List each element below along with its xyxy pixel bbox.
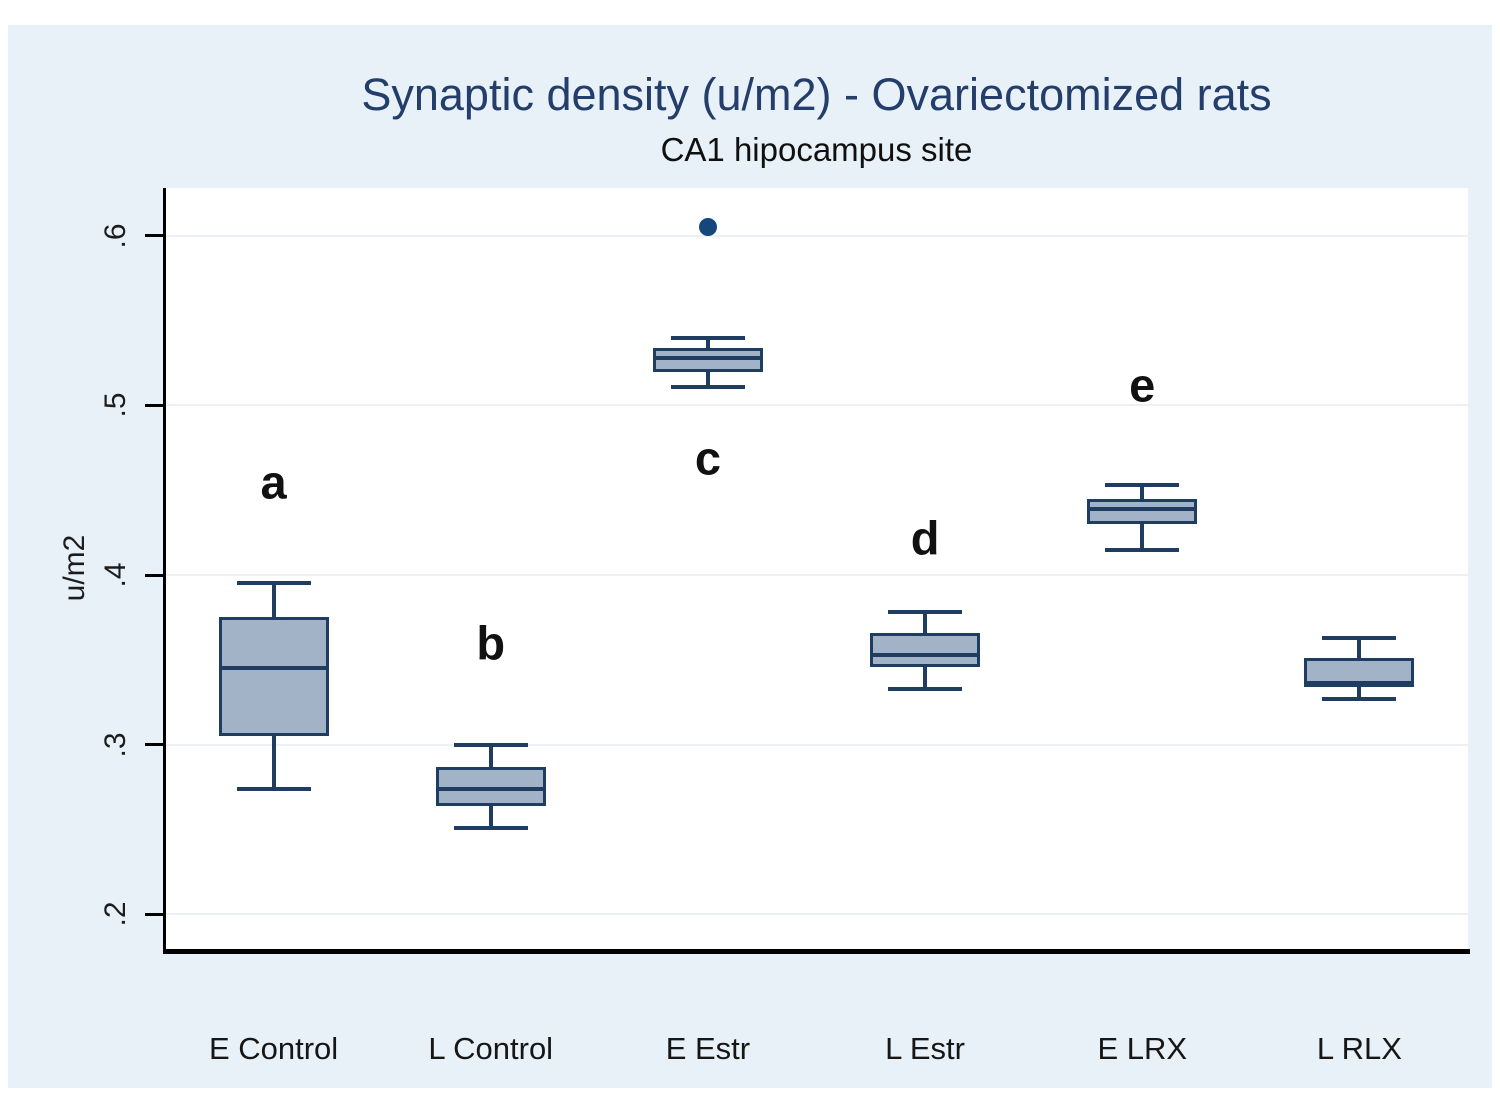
whisker-cap-bottom (670, 384, 745, 389)
whisker-cap-top (888, 610, 963, 615)
significance-letter: d (910, 511, 940, 565)
y-tick-label: .4 (99, 562, 132, 588)
whisker-cap-top (453, 742, 528, 747)
iqr-box (1087, 498, 1198, 525)
y-tick-mark (145, 234, 165, 238)
y-gridline (165, 404, 1468, 407)
whisker-cap-bottom (1105, 547, 1180, 552)
x-category-label: E Control (208, 1031, 339, 1066)
whisker-stem-bottom (1140, 524, 1145, 550)
chart-subtitle: CA1 hipocampus site (660, 131, 973, 168)
whisker-stem-top (1140, 485, 1145, 499)
y-tick-mark (145, 743, 165, 746)
whisker-cap-top (1105, 483, 1180, 488)
iqr-box (435, 766, 546, 806)
significance-letter: a (260, 455, 287, 509)
x-axis-line (163, 949, 1470, 954)
x-category-label: E Estr (665, 1031, 751, 1066)
y-gridline (165, 743, 1468, 746)
whisker-cap-top (236, 581, 311, 586)
y-tick-mark (145, 403, 165, 407)
y-axis-line (163, 188, 166, 954)
y-tick-label: .2 (99, 901, 132, 927)
whisker-cap-top (1322, 635, 1397, 640)
outlier-point (698, 218, 717, 237)
x-category-label: L Estr (885, 1031, 965, 1066)
y-tick-mark (145, 573, 165, 577)
whisker-cap-top (670, 335, 745, 340)
whisker-stem-bottom (1357, 686, 1362, 699)
significance-letter: c (694, 431, 721, 485)
chart-title: Synaptic density (u/m2) - Ovariectomized… (361, 69, 1272, 120)
whisker-stem-bottom (923, 666, 928, 689)
significance-letter: b (476, 616, 506, 670)
median-line (870, 652, 981, 657)
median-line (1304, 681, 1415, 686)
whisker-stem-top (1357, 637, 1362, 659)
whisker-stem-top (923, 612, 928, 633)
whisker-cap-bottom (1322, 696, 1397, 701)
y-gridline (165, 913, 1468, 916)
whisker-cap-bottom (453, 825, 528, 830)
iqr-box (870, 632, 981, 667)
y-tick-mark (145, 912, 165, 916)
whisker-cap-bottom (888, 686, 963, 691)
whisker-stem-top (705, 337, 710, 348)
y-tick-label: .6 (99, 223, 132, 249)
median-line (652, 356, 763, 361)
whisker-stem-top (271, 583, 276, 618)
whisker-stem-bottom (705, 371, 710, 387)
y-tick-label: .5 (99, 392, 132, 418)
plot-area (165, 188, 1468, 952)
x-category-label: L Control (428, 1031, 554, 1066)
whisker-stem-top (488, 744, 493, 767)
median-line (1087, 506, 1198, 511)
y-gridline (165, 234, 1468, 237)
y-tick-label: .3 (99, 731, 132, 758)
figure-panel: Synaptic density (u/m2) - Ovariectomized… (8, 25, 1492, 1088)
whisker-stem-bottom (488, 805, 493, 828)
x-category-label: L RLX (1316, 1031, 1402, 1066)
y-axis-title: u/m2 (58, 534, 91, 602)
whisker-cap-bottom (236, 786, 311, 791)
median-line (218, 666, 329, 671)
y-gridline (165, 574, 1468, 576)
iqr-box (218, 617, 329, 737)
significance-letter: e (1129, 358, 1156, 412)
median-line (435, 786, 546, 791)
whisker-stem-bottom (271, 736, 276, 789)
x-category-label: E LRX (1097, 1031, 1188, 1066)
